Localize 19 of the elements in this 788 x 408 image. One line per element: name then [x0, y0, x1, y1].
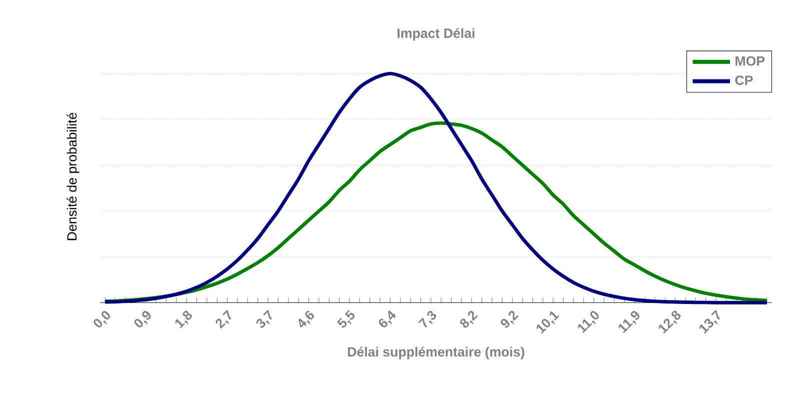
x-tick-label: 4,6	[298, 310, 314, 328]
x-tick-label: 8,2	[460, 310, 478, 328]
x-tick-label: 5,5	[337, 310, 355, 328]
x-tick-label: 0,0	[94, 311, 110, 328]
x-tick-label: 2,7	[216, 310, 232, 329]
x-tick-label: 3,7	[256, 310, 272, 328]
x-tick-label: 10,1	[536, 311, 560, 334]
x-tick-label: 7,3	[418, 310, 436, 328]
x-tick-label: 11,9	[618, 311, 640, 334]
x-tick-label: 11,0	[578, 311, 599, 334]
y-axis-title: Densité de probabilité	[66, 112, 80, 240]
legend-label: CP	[735, 76, 753, 86]
x-axis-title: Délai supplémentaire (mois)	[348, 346, 524, 360]
x-tick-label: 1,8	[175, 310, 192, 328]
x-tick-label: 0,9	[134, 311, 151, 328]
x-tick-label: 9,2	[500, 310, 519, 328]
legend-label: MOP	[736, 56, 765, 66]
chart-title: Impact Délai	[398, 28, 474, 41]
x-tick-label: 6,4	[378, 310, 396, 328]
